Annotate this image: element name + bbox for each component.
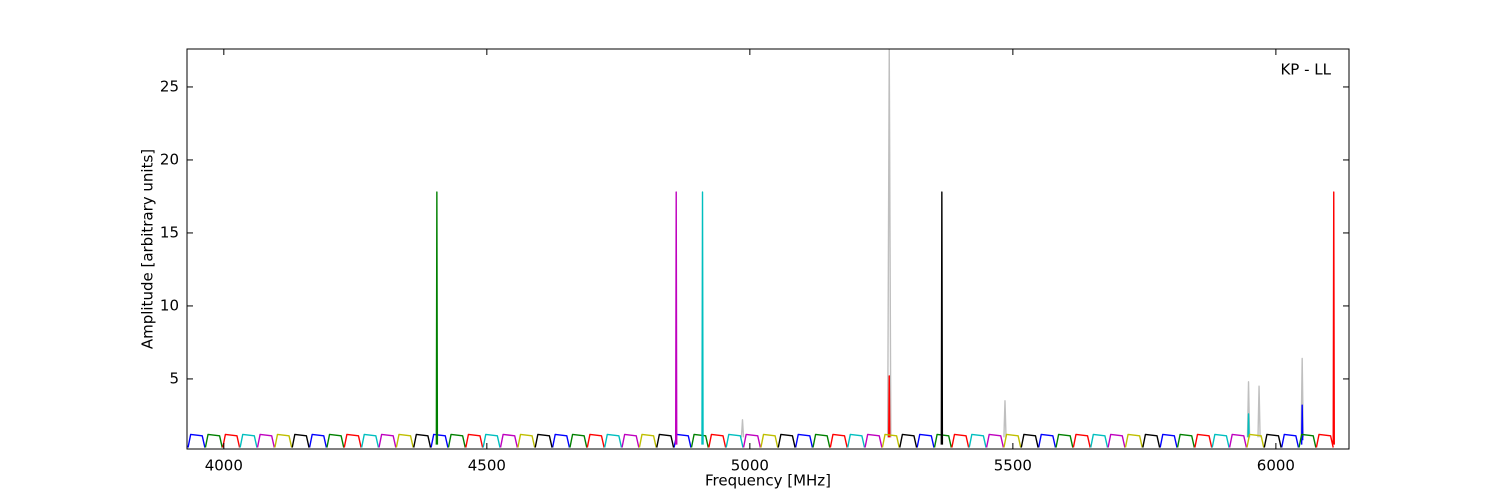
y-tick-label: 15 [160, 223, 179, 241]
plot-area [187, 49, 1335, 448]
annotation: KP - LL [1280, 61, 1331, 79]
y-tick-label: 20 [160, 150, 179, 168]
series-line [222, 191, 1335, 448]
series-line [256, 191, 1248, 448]
axes-frame [186, 48, 1350, 450]
y-tick-label: 25 [160, 77, 179, 95]
series-line [274, 433, 1265, 448]
series-line [740, 49, 1304, 438]
x-tick-label: 5000 [731, 457, 769, 475]
y-axis-label: Amplitude [arbitrary units] [139, 149, 157, 349]
x-tick-label: 4000 [205, 457, 243, 475]
series-line [187, 404, 1304, 448]
x-tick-label: 5500 [994, 457, 1032, 475]
y-tick-label: 5 [169, 369, 179, 387]
x-tick-label: 4500 [468, 457, 506, 475]
series-line [204, 191, 1317, 448]
x-tick-label: 6000 [1257, 457, 1295, 475]
y-tick-label: 10 [160, 296, 179, 314]
x-axis-label: Frequency [MHz] [705, 472, 831, 490]
series-line [239, 191, 1250, 448]
series-line [291, 191, 1282, 448]
